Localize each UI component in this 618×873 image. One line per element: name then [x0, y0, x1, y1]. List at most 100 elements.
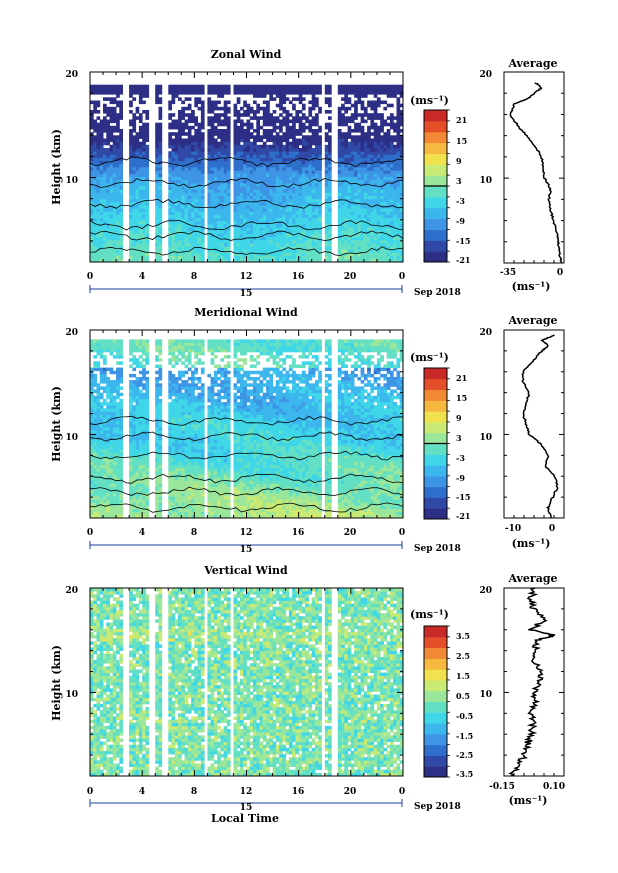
heatmap-cell: [324, 122, 329, 127]
heatmap-cell: [288, 208, 293, 212]
heatmap-cell: [106, 345, 110, 350]
heatmap-cell: [233, 227, 238, 231]
heatmap-cell: [350, 195, 355, 200]
y-axis-label: Height (km): [50, 129, 63, 205]
heatmap-cell: [266, 195, 270, 200]
heatmap-cell: [363, 87, 368, 92]
heatmap-cell: [350, 198, 355, 203]
heatmap-cell: [109, 258, 114, 262]
heatmap-cell: [174, 91, 179, 95]
heatmap-cell: [155, 144, 159, 149]
heatmap-cell: [266, 132, 270, 136]
heatmap-cell: [243, 239, 247, 244]
heatmap-cell: [142, 141, 146, 146]
heatmap-cell: [390, 160, 394, 165]
heatmap-cell: [311, 249, 316, 253]
heatmap-cell: [112, 87, 117, 92]
heatmap-cell: [305, 192, 309, 196]
heatmap-cell: [103, 445, 107, 450]
heatmap-cell: [99, 141, 104, 146]
heatmap-cell: [282, 198, 287, 203]
heatmap-cell: [259, 94, 264, 98]
heatmap-cell: [112, 148, 117, 152]
heatmap-cell: [399, 252, 403, 257]
heatmap-cell: [178, 116, 182, 120]
heatmap-cell: [174, 201, 179, 206]
heatmap-cell: [132, 182, 137, 187]
heatmap-cell: [184, 84, 189, 89]
heatmap-cell: [380, 214, 384, 219]
heatmap-cell: [305, 224, 309, 228]
heatmap-cell: [386, 201, 391, 206]
heatmap-cell: [380, 141, 384, 146]
heatmap-cell: [350, 239, 355, 244]
heatmap-cell: [399, 243, 403, 247]
heatmap-cell: [168, 170, 172, 174]
heatmap-cell: [213, 163, 218, 168]
heatmap-cell: [236, 138, 241, 143]
heatmap-cell: [207, 230, 212, 234]
heatmap-cell: [292, 243, 296, 247]
heatmap-cell: [226, 173, 231, 177]
heatmap-cell: [315, 205, 319, 209]
heatmap-cell: [363, 113, 368, 117]
heatmap-cell: [279, 198, 283, 203]
heatmap-cell: [259, 195, 264, 200]
heatmap-cell: [390, 198, 394, 203]
heatmap-cell: [256, 119, 260, 124]
heatmap-cell: [370, 106, 375, 111]
heatmap-cell: [200, 87, 205, 92]
contour-line: [90, 156, 403, 168]
heatmap-cell: [266, 154, 270, 158]
heatmap-cell: [308, 100, 313, 105]
heatmap-cell: [285, 249, 290, 253]
heatmap-cell: [103, 182, 107, 187]
heatmap-cell: [240, 135, 244, 139]
heatmap-cell: [132, 195, 137, 200]
heatmap-cell: [256, 252, 260, 257]
heatmap-cell: [184, 144, 189, 149]
heatmap-cell: [132, 151, 137, 155]
heatmap-cell: [142, 179, 146, 184]
heatmap-cell: [370, 160, 375, 165]
heatmap-cell: [295, 236, 300, 241]
heatmap-cell: [213, 129, 218, 133]
heatmap-cell: [132, 186, 137, 190]
heatmap-cell: [337, 243, 342, 247]
heatmap-cell: [256, 129, 260, 133]
heatmap-cell: [145, 249, 150, 253]
heatmap-cell: [383, 233, 388, 238]
heatmap-cell: [93, 192, 97, 196]
heatmap-cell: [187, 198, 192, 203]
heatmap-cell: [305, 116, 309, 120]
heatmap-cell: [168, 236, 172, 241]
heatmap-cell: [292, 255, 296, 260]
heatmap-cell: [90, 119, 94, 124]
heatmap-cell: [129, 173, 133, 177]
heatmap-cell: [324, 211, 329, 215]
heatmap-cell: [158, 144, 163, 149]
heatmap-cell: [256, 236, 260, 241]
heatmap-cell: [119, 255, 123, 260]
heatmap-cell: [390, 122, 394, 127]
heatmap-cell: [357, 214, 362, 219]
heatmap-cell: [103, 483, 107, 487]
heatmap-cell: [135, 198, 140, 203]
heatmap-cell: [155, 220, 159, 225]
heatmap-cell: [132, 217, 137, 222]
heatmap-cell: [390, 167, 394, 171]
heatmap-cell: [269, 243, 273, 247]
heatmap-cell: [285, 160, 290, 165]
heatmap-cell: [282, 122, 287, 127]
heatmap-cell: [109, 455, 114, 459]
heatmap-cell: [393, 173, 397, 177]
heatmap-cell: [138, 167, 143, 171]
heatmap-cell: [142, 125, 146, 130]
heatmap-cell: [308, 195, 313, 200]
heatmap-cell: [301, 138, 306, 143]
heatmap-cell: [119, 398, 123, 403]
heatmap-cell: [288, 214, 293, 219]
heatmap-cell: [197, 167, 202, 171]
heatmap-cell: [119, 424, 123, 428]
heatmap-cell: [341, 97, 345, 101]
